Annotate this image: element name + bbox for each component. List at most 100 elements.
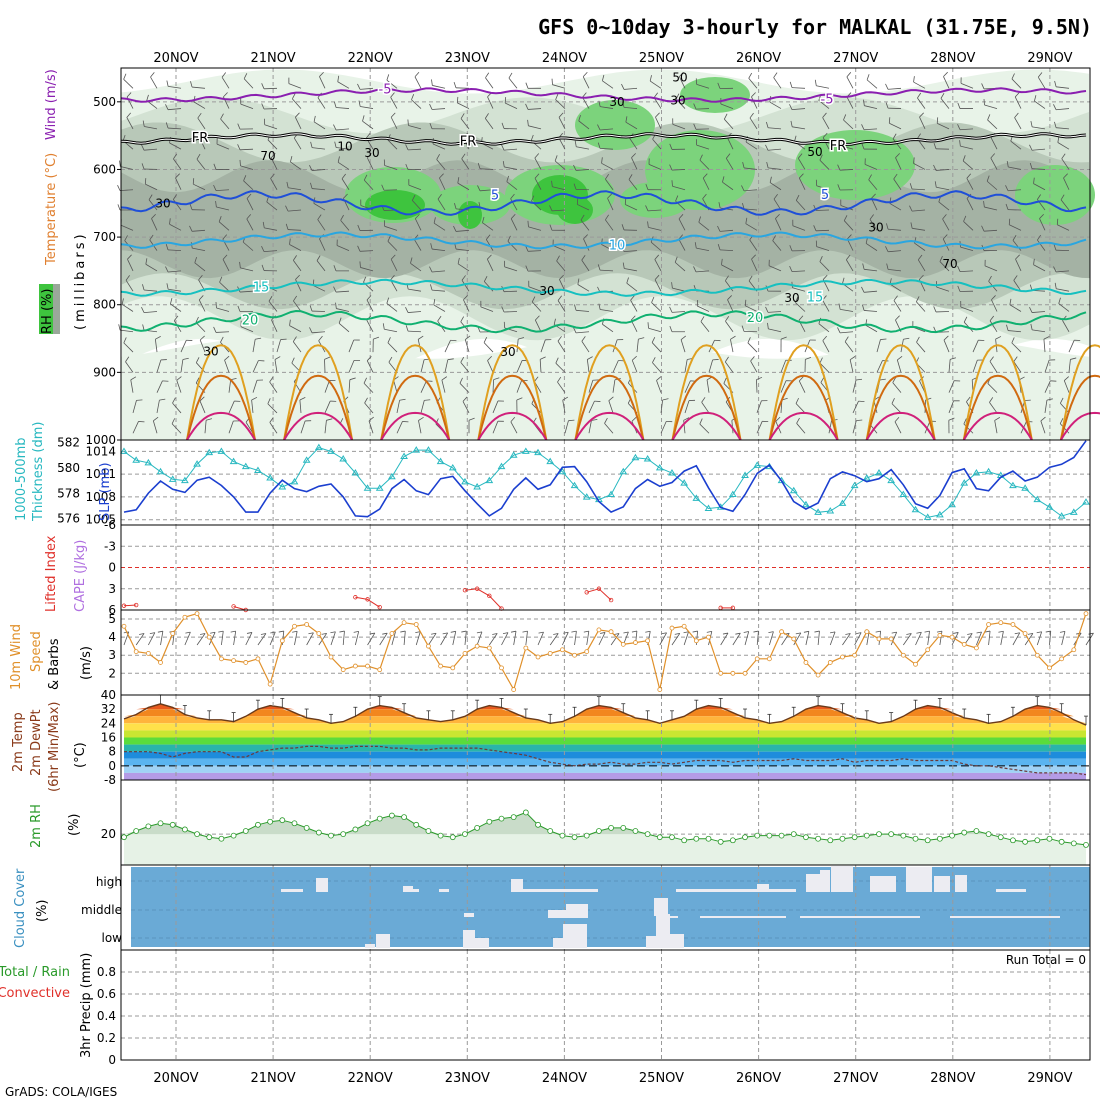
wind-barb [288,209,302,212]
date-label-top: 27NOV [833,51,878,66]
wind-barb-flag [173,153,178,160]
wind-barb [990,157,998,170]
wind-barb [798,177,806,190]
wind-barb [631,360,638,373]
cloud-bar [523,889,598,892]
wind-barb-flag [485,234,491,240]
wind-barb [916,341,926,353]
wind-barb [768,127,782,130]
wind-barb [1013,361,1022,373]
wind-barb-flag [747,337,751,343]
wind10-barb-flag [845,633,851,635]
wind-barb [487,360,494,373]
wind-barb [337,161,350,170]
wind-barb-flag [251,396,258,401]
wind-barb [651,342,662,353]
thickness-tick-label: 578 [57,486,80,500]
wind-barb [508,77,518,89]
wind-barb-flag [334,141,337,148]
rh2m-point [1034,837,1041,844]
thickness-point [1009,481,1017,489]
wind-barb [868,179,878,191]
isotherm-25-arch [380,344,451,441]
wind-barb-flag [578,115,581,121]
wind-barb-flag [165,104,169,110]
wind10-speed-point [267,681,273,687]
wind-barb [362,120,374,130]
rh2m-point [498,815,505,822]
wind-barb-flag [477,185,481,191]
wind-barb [864,128,878,131]
cloud-bar [800,916,920,918]
wind-barb [558,117,566,130]
temp2m-line [123,703,1087,726]
wind-barb [216,143,230,150]
wind10-speed-point [194,611,200,617]
wind-barb-flag [766,161,769,168]
wind10-frame [120,609,1091,696]
wind-barb-flag [597,264,601,271]
wind-barb-flag [557,336,562,342]
wind-barb-flag [447,358,454,361]
rh2m-point [255,821,261,828]
rh-contour-label: 30 [155,196,170,210]
lifted-index-line [233,606,246,611]
wind-barb [744,189,758,192]
wind-barb-flag [822,295,827,301]
wind10-speed-point [426,643,431,649]
wind-barb-flag [501,144,505,151]
wind-barb [580,219,590,231]
wind-barb [1031,168,1046,170]
thickness-point [911,505,920,513]
wind-barb [194,262,206,272]
rh2m-point [839,835,846,842]
label-fr: FR [192,131,209,146]
wind-barb-flag [439,173,444,179]
wind-barb-flag [723,377,727,384]
date-label-top: 24NOV [542,51,587,66]
wind-barb-flag [507,235,511,242]
upper-grid [121,68,1090,440]
wind-barb [962,160,974,170]
wind-barb [527,250,542,252]
wind-barb [919,116,926,130]
wind-barb-flag [261,103,265,110]
isotherm-30-arch [962,374,1033,441]
wind-barb [269,422,278,434]
wind-barb-flag [555,357,559,364]
wind-barb-flag [741,325,745,332]
wind-barb-flag [222,254,228,260]
wind-barb [487,96,494,109]
wind-barb-flag [150,72,155,78]
wind-barb [534,157,542,170]
wind-barb-flag [118,324,121,331]
wind-barb [393,380,398,393]
wind-barb [170,303,182,312]
wind-barb-flag [795,296,799,303]
wind-barb-flag [144,178,147,185]
wind-barb-flag [582,92,587,98]
wind-barb [552,84,566,89]
wind-barb [844,341,854,353]
wind-barb [348,360,355,373]
thickness-point [558,467,567,475]
wind-barb-flag [580,214,585,221]
wind-barb [839,169,854,171]
wind10-speed-point [292,623,297,629]
precip-tick-label: 0.4 [97,1009,116,1023]
wind-barb [456,229,470,232]
wind-barb-flag [268,295,273,302]
wind-barb-flag [525,82,529,89]
wind-barb-flag [745,217,748,224]
run-total: Run Total = 0 [1006,953,1086,967]
rh2m-point [1010,837,1016,844]
thickness-point [327,447,335,454]
wind-barb-flag [723,113,728,120]
wind-barb [176,380,182,393]
wind-barb-flag [813,225,817,231]
wind-barb-flag [1013,275,1018,281]
wind10-barb-flag [510,630,517,633]
wind-barb-flag [919,112,924,118]
